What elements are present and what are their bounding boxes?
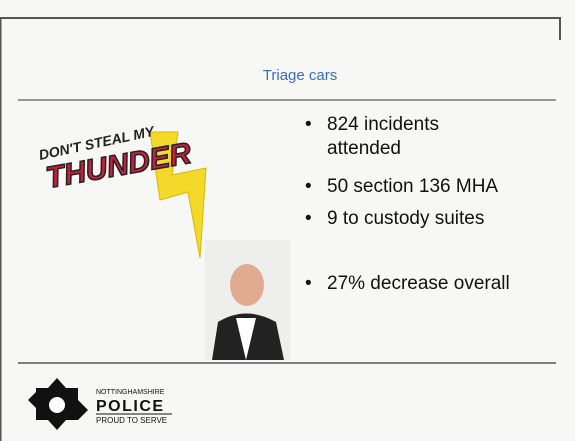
officer-photo <box>205 240 290 360</box>
bullet-list: • 824 incidents attended • 50 section 136… <box>305 114 510 294</box>
footer-text: PROUD TO SERVE <box>96 416 167 425</box>
bullet-marker: • <box>305 176 312 197</box>
bullet-marker: • <box>305 208 312 229</box>
bullet-marker: • <box>305 273 312 294</box>
footer-text: NOTTINGHAMSHIRE <box>96 389 165 396</box>
footer-text: POLICE <box>96 398 165 415</box>
bullet-marker: • <box>305 114 312 135</box>
bullet-text: 9 to custody suites <box>327 208 484 229</box>
thunder-logo: DON'T STEAL MY THUNDER <box>37 123 207 259</box>
shirt <box>236 318 256 360</box>
police-logo: NOTTINGHAMSHIRE POLICE PROUD TO SERVE <box>28 378 172 430</box>
lightning-bolt <box>149 131 207 259</box>
bullet-text: 50 section 136 MHA <box>327 176 498 197</box>
slide-edge <box>0 17 561 40</box>
bullet-text: 27% decrease overall <box>327 273 510 294</box>
bullet-text: 824 incidents attended <box>327 114 439 159</box>
bullet-line: attended <box>327 138 401 159</box>
bullet-line: 824 incidents <box>327 114 439 135</box>
badge-center <box>49 397 65 413</box>
slide-title: Triage cars <box>263 67 337 84</box>
face <box>230 264 264 306</box>
